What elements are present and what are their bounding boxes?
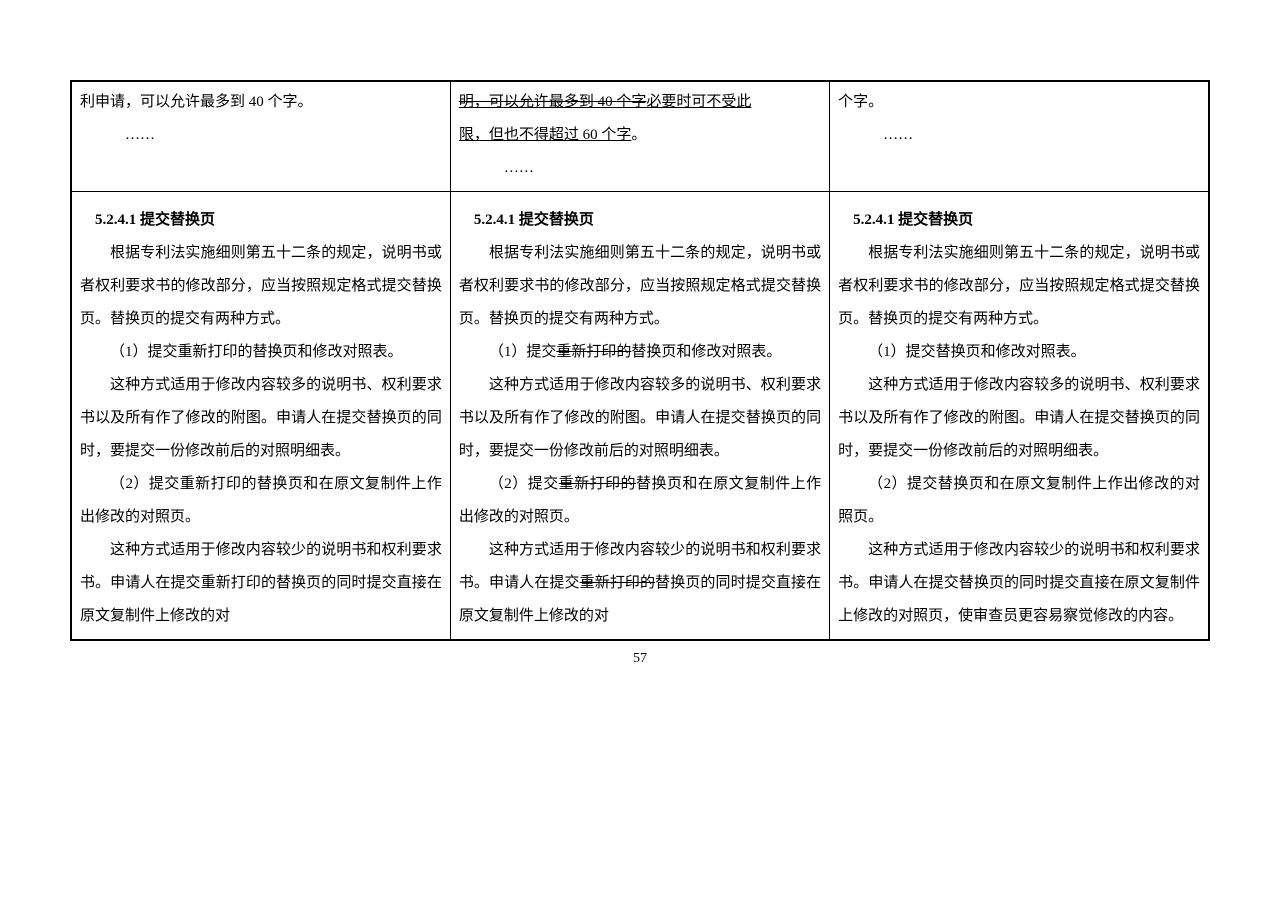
text-line: 限，但也不得超过 60 个字。: [459, 119, 821, 152]
section-heading: 5.2.4.1 提交替换页: [80, 196, 442, 237]
paragraph: 这种方式适用于修改内容较少的说明书和权利要求书。申请人在提交重新打印的替换页的同…: [80, 534, 442, 633]
strike-text: 重新打印的: [559, 476, 636, 492]
cell-r1-c1: 利申请，可以允许最多到 40 个字。 ……: [71, 81, 450, 192]
table-row: 利申请，可以允许最多到 40 个字。 …… 明，可以允许最多到 40 个字必要时…: [71, 81, 1209, 192]
strike-text: 重新打印的: [580, 575, 656, 591]
plain-text: 。: [631, 127, 646, 143]
paragraph: （1）提交重新打印的替换页和修改对照表。: [80, 336, 442, 369]
paragraph: 这种方式适用于修改内容较少的说明书和权利要求书。申请人在提交替换页的同时提交直接…: [838, 534, 1200, 633]
cell-r2-c3: 5.2.4.1 提交替换页 根据专利法实施细则第五十二条的规定，说明书或者权利要…: [830, 192, 1209, 641]
table-row: 5.2.4.1 提交替换页 根据专利法实施细则第五十二条的规定，说明书或者权利要…: [71, 192, 1209, 641]
paragraph: 这种方式适用于修改内容较多的说明书、权利要求书以及所有作了修改的附图。申请人在提…: [459, 369, 821, 468]
plain-text: 替换页和修改对照表。: [631, 344, 781, 360]
section-heading: 5.2.4.1 提交替换页: [459, 196, 821, 237]
paragraph: （2）提交重新打印的替换页和在原文复制件上作出修改的对照页。: [459, 468, 821, 534]
paragraph: （1）提交重新打印的替换页和修改对照表。: [459, 336, 821, 369]
ellipsis: ……: [459, 152, 821, 185]
plain-text: （1）提交: [489, 344, 557, 360]
paragraph: 根据专利法实施细则第五十二条的规定，说明书或者权利要求书的修改部分，应当按照规定…: [459, 237, 821, 336]
strike-underline-text: 明，可以允许最多到 40 个字: [459, 94, 647, 110]
page-number: 57: [70, 651, 1210, 667]
paragraph: 根据专利法实施细则第五十二条的规定，说明书或者权利要求书的修改部分，应当按照规定…: [80, 237, 442, 336]
ellipsis: ……: [838, 119, 1200, 152]
document-page: 利申请，可以允许最多到 40 个字。 …… 明，可以允许最多到 40 个字必要时…: [0, 0, 1280, 667]
text-line: 明，可以允许最多到 40 个字必要时可不受此: [459, 86, 821, 119]
text-line: 利申请，可以允许最多到 40 个字。: [80, 86, 442, 119]
paragraph: 这种方式适用于修改内容较多的说明书、权利要求书以及所有作了修改的附图。申请人在提…: [80, 369, 442, 468]
paragraph: 这种方式适用于修改内容较多的说明书、权利要求书以及所有作了修改的附图。申请人在提…: [838, 369, 1200, 468]
cell-r2-c2: 5.2.4.1 提交替换页 根据专利法实施细则第五十二条的规定，说明书或者权利要…: [450, 192, 829, 641]
comparison-table: 利申请，可以允许最多到 40 个字。 …… 明，可以允许最多到 40 个字必要时…: [70, 80, 1210, 641]
underline-text: 限，但也不得超过 60 个字: [459, 127, 632, 143]
text-line: 个字。: [838, 86, 1200, 119]
cell-r1-c3: 个字。 ……: [830, 81, 1209, 192]
ellipsis: ……: [80, 119, 442, 152]
underline-text: 必要时可不受此: [646, 94, 751, 110]
paragraph: （1）提交替换页和修改对照表。: [838, 336, 1200, 369]
plain-text: （2）提交: [489, 476, 559, 492]
paragraph: （2）提交重新打印的替换页和在原文复制件上作出修改的对照页。: [80, 468, 442, 534]
paragraph: 这种方式适用于修改内容较少的说明书和权利要求书。申请人在提交重新打印的替换页的同…: [459, 534, 821, 633]
cell-r1-c2: 明，可以允许最多到 40 个字必要时可不受此 限，但也不得超过 60 个字。 ……: [450, 81, 829, 192]
paragraph: （2）提交替换页和在原文复制件上作出修改的对照页。: [838, 468, 1200, 534]
strike-text: 重新打印的: [556, 344, 631, 360]
paragraph: 根据专利法实施细则第五十二条的规定，说明书或者权利要求书的修改部分，应当按照规定…: [838, 237, 1200, 336]
cell-r2-c1: 5.2.4.1 提交替换页 根据专利法实施细则第五十二条的规定，说明书或者权利要…: [71, 192, 450, 641]
section-heading: 5.2.4.1 提交替换页: [838, 196, 1200, 237]
